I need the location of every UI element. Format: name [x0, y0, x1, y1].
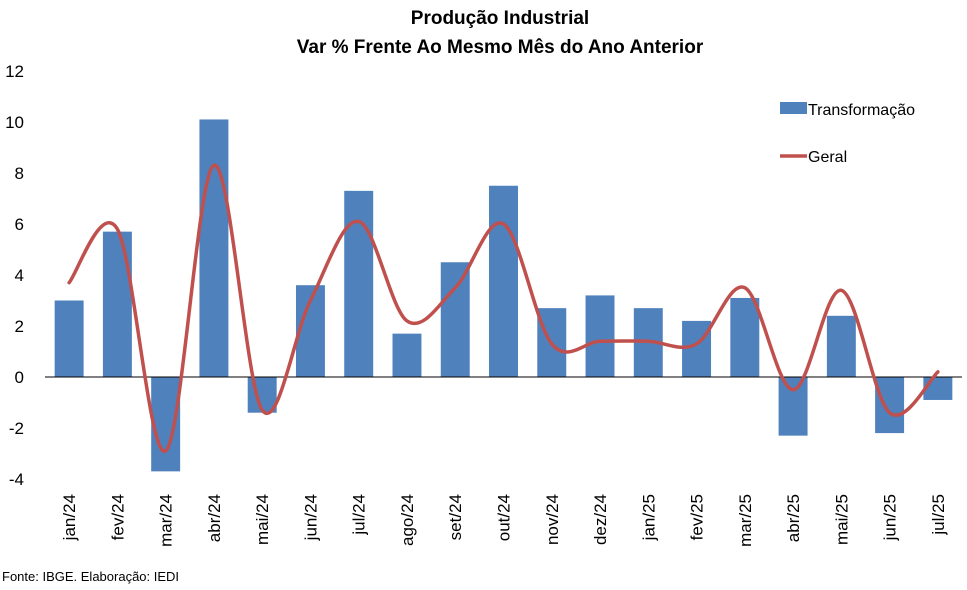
y-tick-label: 12: [5, 62, 24, 81]
bar-transformacao: [923, 377, 953, 400]
y-tick-label: 2: [15, 317, 24, 336]
x-category-label: jul/24: [350, 494, 369, 536]
x-category-label: jun/25: [881, 494, 900, 541]
y-tick-label: 6: [15, 215, 24, 234]
bar-transformacao: [585, 295, 615, 377]
bar-transformacao: [682, 320, 712, 377]
x-category-label: set/24: [446, 494, 465, 540]
y-tick-label: -2: [9, 419, 24, 438]
x-category-label: out/24: [495, 494, 514, 541]
source-note: Fonte: IBGE. Elaboração: IEDI: [2, 569, 180, 584]
y-axis-tick-labels: -4 -2 0 2 4 6 8 10 12: [5, 62, 24, 489]
y-tick-label: 8: [15, 164, 24, 183]
x-category-label: mai/25: [832, 494, 851, 545]
bar-transformacao: [730, 297, 760, 377]
y-tick-label: 0: [15, 368, 24, 387]
x-category-label: fev/25: [688, 494, 707, 540]
bar-transformacao: [489, 185, 518, 377]
x-category-label: jul/25: [929, 494, 948, 536]
x-category-label: nov/24: [543, 494, 562, 545]
bar-transformacao: [875, 377, 905, 434]
transformacao-bars: [54, 119, 953, 472]
legend: Transformação Geral: [780, 102, 915, 166]
legend-label-transformacao: Transformação: [808, 102, 915, 119]
y-tick-label: -4: [9, 470, 24, 489]
chart-subtitle: Var % Frente Ao Mesmo Mês do Ano Anterio…: [297, 37, 704, 58]
geral-series-line: [67, 163, 940, 453]
x-axis-category-labels: jan/24 fev/24 mar/24 abr/24 mai/24 jun/24 jul/…: [60, 494, 948, 547]
bar-transformacao: [440, 262, 470, 377]
bar-transformacao: [199, 119, 229, 377]
bar-transformacao: [826, 315, 856, 377]
x-category-label: mai/24: [253, 494, 272, 545]
chart-title: Produção Industrial: [411, 8, 589, 29]
x-category-label: dez/24: [591, 494, 610, 545]
x-category-label: ago/24: [398, 494, 417, 546]
x-category-label: mar/25: [736, 494, 755, 547]
x-category-label: jan/24: [60, 494, 79, 541]
x-category-label: jan/25: [639, 494, 658, 541]
bar-transformacao: [344, 190, 374, 377]
bar-transformacao: [778, 377, 808, 436]
legend-label-geral: Geral: [808, 149, 847, 166]
x-category-label: abr/24: [205, 494, 224, 542]
legend-swatch-transformacao: [780, 102, 807, 114]
x-category-label: abr/25: [784, 494, 803, 542]
x-category-label: jun/24: [301, 494, 320, 541]
bar-transformacao: [392, 333, 422, 377]
bar-transformacao: [54, 300, 84, 377]
bar-transformacao: [102, 231, 132, 377]
y-tick-label: 10: [5, 113, 24, 132]
x-category-label: fev/24: [108, 494, 127, 540]
x-category-label: mar/24: [157, 494, 176, 547]
y-tick-label: 4: [15, 266, 24, 285]
